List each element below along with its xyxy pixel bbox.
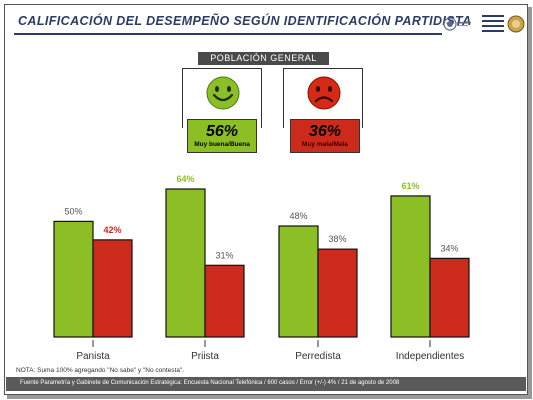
category-label-priista: Priista xyxy=(191,351,219,362)
bar-independientes-good xyxy=(390,195,431,338)
data-label-perredista-bad: 38% xyxy=(328,234,346,244)
data-label-panista-good: 50% xyxy=(64,206,82,216)
good-score-label: Muy buena/Buena xyxy=(194,141,250,148)
bar-panista-good xyxy=(53,220,94,338)
footer-source: Fuente Parametría y Gabinete de Comunica… xyxy=(20,380,400,386)
category-label-perredista: Perredista xyxy=(295,351,341,362)
data-label-independientes-good: 61% xyxy=(401,181,419,191)
happy-face-icon xyxy=(206,76,240,110)
bad-score-box: 36% Muy mala/Mala xyxy=(290,119,360,153)
good-score-box: 56% Muy buena/Buena xyxy=(187,119,257,153)
bar-panista-bad xyxy=(92,239,133,338)
data-label-priista-good: 64% xyxy=(176,174,194,184)
bar-priista-bad xyxy=(204,264,245,338)
population-label: POBLACIÓN GENERAL xyxy=(198,52,329,65)
data-label-perredista-good: 48% xyxy=(289,211,307,221)
bad-face-card xyxy=(283,68,363,128)
bar-perredista-bad xyxy=(317,248,358,338)
title-rule xyxy=(14,33,442,35)
good-face-card xyxy=(182,68,262,128)
category-label-independientes: Independientes xyxy=(396,351,464,362)
logo-text-icon xyxy=(482,15,504,32)
bar-independientes-bad xyxy=(429,257,470,338)
bad-score-label: Muy mala/Mala xyxy=(302,141,348,148)
good-score-value: 56% xyxy=(205,123,239,140)
data-label-independientes-bad: 34% xyxy=(440,243,458,253)
slide-title: CALIFICACIÓN DEL DESEMPEÑO SEGÚN IDENTIF… xyxy=(18,14,472,28)
bad-score-value: 36% xyxy=(308,123,342,140)
seal-icon xyxy=(507,15,525,33)
sad-face-icon xyxy=(307,76,341,110)
chart-note: NOTA: Suma 100% agregando "No sabe" y "N… xyxy=(16,367,185,374)
category-label-panista: Panista xyxy=(76,351,110,362)
data-label-priista-bad: 31% xyxy=(215,250,233,260)
data-label-panista-bad: 42% xyxy=(103,225,121,235)
bar-priista-good xyxy=(165,188,206,338)
footer-bar xyxy=(6,377,526,391)
gabinete-logo-icon xyxy=(443,17,471,31)
bar-perredista-good xyxy=(278,225,319,338)
